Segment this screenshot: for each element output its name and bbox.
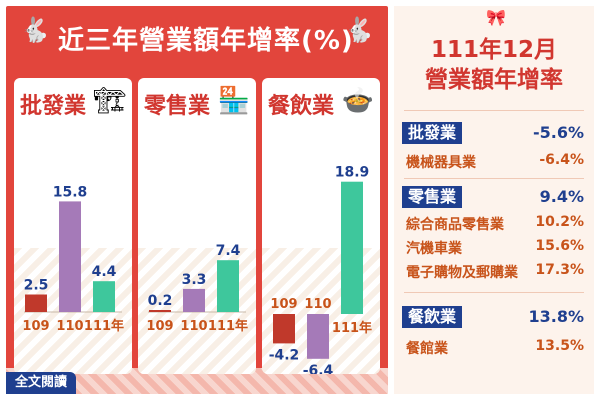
card-title: 零售業 [144, 94, 211, 119]
bar [217, 260, 239, 312]
data-label: 2.5 [24, 278, 49, 294]
data-label: 3.3 [182, 272, 207, 288]
data-label: -6.4 [303, 363, 334, 374]
food-service-chart: -4.2 109 -6.4 110 18.9 111年 [269, 165, 372, 374]
group-value-wholesale: -5.6% [532, 123, 584, 142]
tick-label: 111年 [208, 318, 248, 334]
data-label: 18.9 [335, 165, 370, 181]
wholesale-card: 批發業 🏗 2.5 109 15.8 110 4.4 111年 [14, 78, 132, 374]
item-value: 15.6% [535, 238, 584, 254]
tick-label: 109 [270, 297, 297, 312]
read-full-text-button[interactable]: 全文閱讀 [6, 372, 76, 394]
item-label: 汽機車業 [406, 241, 462, 257]
growth-rate-panel: 🐇 🐇 近三年營業額年增率(%) 批發業 🏗 2.5 109 15.8 110 4.4 1… [6, 6, 388, 394]
storefront-icon: 🏪 [217, 86, 250, 116]
bar [149, 310, 171, 312]
divider [404, 178, 584, 179]
group-value-food-service: 13.8% [528, 307, 584, 326]
item-label: 電子購物及郵購業 [406, 265, 518, 281]
bar [341, 181, 363, 314]
divider [404, 110, 584, 111]
monthly-summary-panel: 🎀 111年12月 營業額年增率 批發業 -5.6% 機械器具業 -6.4% 零… [394, 6, 594, 394]
tick-label: 109 [22, 319, 49, 334]
data-label: 4.4 [92, 264, 117, 280]
food-service-card: 餐飲業 🍲 -4.2 109 -6.4 110 18.9 111年 [262, 78, 380, 374]
data-label: 15.8 [53, 184, 88, 200]
data-label: 0.2 [148, 293, 173, 309]
group-label-retail: 零售業 [402, 186, 463, 208]
food-bowl-icon: 🍲 [341, 86, 374, 116]
data-label: -4.2 [269, 347, 300, 363]
bar [183, 288, 205, 312]
tick-label: 110 [56, 319, 83, 334]
item-value: 13.5% [535, 338, 584, 354]
card-title: 餐飲業 [268, 94, 335, 119]
summary-title-line1: 111年12月 [430, 37, 558, 63]
group-label-wholesale: 批發業 [402, 122, 463, 144]
rabbit-icon: 🐇 [20, 16, 50, 44]
tick-label: 109 [146, 319, 173, 334]
tick-label: 111年 [332, 320, 372, 336]
bar [273, 314, 295, 344]
divider [404, 292, 584, 293]
tick-label: 111年 [84, 318, 124, 334]
forklift-icon: 🏗 [92, 86, 126, 116]
rabbit-icon: 🐇 [344, 16, 374, 44]
ribbon-icon: 🎀 [486, 8, 506, 27]
item-value: 17.3% [535, 262, 584, 278]
item-label: 餐館業 [406, 341, 448, 357]
tick-label: 110 [180, 319, 207, 334]
bar [59, 201, 81, 312]
bar [25, 294, 47, 312]
bar [307, 314, 329, 359]
item-value: -6.4% [539, 152, 584, 168]
retail-card: 零售業 🏪 0.2 109 3.3 110 7.4 111年 [138, 78, 256, 374]
summary-title-line2: 營業額年增率 [425, 67, 563, 93]
data-label: 7.4 [216, 243, 241, 259]
item-label: 機械器具業 [406, 155, 476, 171]
item-label: 綜合商品零售業 [406, 217, 504, 233]
page-title: 近三年營業額年增率(%) [58, 26, 354, 56]
item-value: 10.2% [535, 214, 584, 230]
bar [93, 281, 115, 312]
card-title: 批發業 [20, 94, 87, 119]
group-value-retail: 9.4% [539, 187, 584, 206]
tick-label: 110 [304, 297, 331, 312]
group-label-food-service: 餐飲業 [402, 306, 463, 328]
wholesale-chart: 2.5 109 15.8 110 4.4 111年 [22, 184, 124, 334]
retail-chart: 0.2 109 3.3 110 7.4 111年 [146, 243, 248, 334]
